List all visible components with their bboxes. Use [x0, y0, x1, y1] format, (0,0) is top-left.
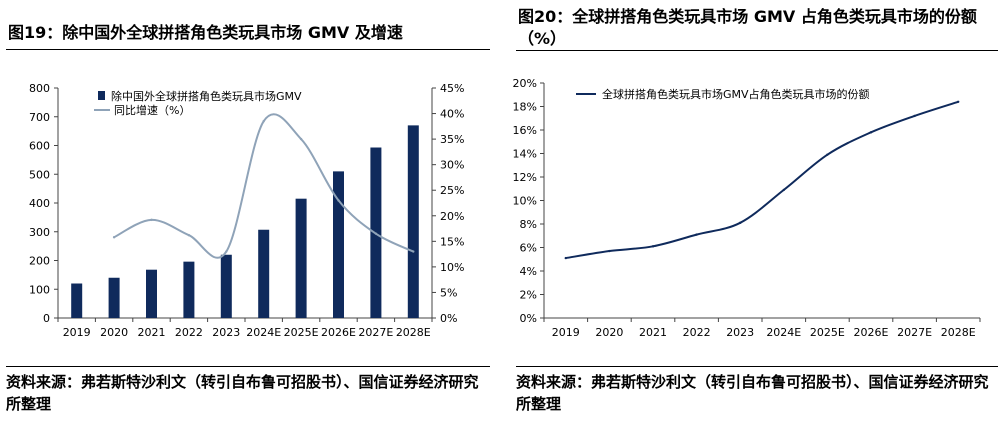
right-y-tick-label: 25% — [440, 184, 464, 197]
left-y-tick-label: 0 — [43, 312, 50, 325]
left-figure-title: 图19：除中国外全球拼搭角色类玩具市场 GMV 及增速 — [8, 23, 403, 42]
right-source-note: 资料来源：弗若斯特沙利文（转引自布鲁可招股书）、国信证券经济研究所整理 — [516, 373, 989, 413]
x-tick-label: 2025E — [284, 326, 319, 339]
right-bottom-rule — [516, 366, 998, 367]
growth-rate-point — [412, 250, 415, 253]
growth-rate-point — [374, 232, 378, 235]
x-tick-label: 2019 — [552, 326, 580, 339]
right-y-tick-label: 35% — [440, 133, 464, 146]
y-tick-label: 0% — [520, 312, 537, 325]
share-point — [651, 245, 655, 248]
growth-rate-point — [112, 236, 116, 239]
y-tick-label: 4% — [520, 265, 537, 278]
growth-rate-point — [225, 250, 228, 253]
x-tick-label: 2021 — [138, 326, 166, 339]
x-tick-label: 2028E — [941, 326, 976, 339]
legend-label-growth: 同比增速（%） — [114, 103, 190, 117]
x-tick-label: 2023 — [726, 326, 754, 339]
growth-rate-point — [299, 137, 303, 141]
left-y-tick-label: 600 — [29, 140, 50, 153]
x-tick-label: 2022 — [175, 326, 203, 339]
left-y-tick-label: 400 — [29, 197, 50, 210]
legend-label-share: 全球拼搭角色类玩具市场GMV占角色类玩具市场的份额 — [602, 87, 870, 101]
share-point — [869, 131, 873, 134]
x-tick-label: 2022 — [683, 326, 711, 339]
x-tick-label: 2021 — [639, 326, 667, 339]
growth-rate-point — [150, 218, 153, 222]
left-y-tick-label: 300 — [29, 226, 50, 239]
x-tick-label: 2026E — [321, 326, 356, 339]
share-point — [782, 188, 785, 192]
y-tick-label: 10% — [513, 195, 537, 208]
y-tick-label: 8% — [520, 218, 537, 231]
growth-rate-point — [262, 120, 265, 123]
right-figure-title: 图20：全球拼搭角色类玩具市场 GMV 占角色类玩具市场的份额（%） — [518, 7, 977, 48]
y-tick-label: 20% — [513, 77, 537, 90]
left-chart: 0 100 200 300 400 500 600 700 800 0% 5% 10% 15% 20% 25… — [29, 82, 464, 339]
gmv-bar — [220, 254, 232, 318]
right-chart: 0% 2% 4% 6% 8% 10% 12% 14% 16% 18% 20% 2019 2020 2021… — [513, 77, 981, 339]
left-y-tick-label: 200 — [29, 255, 50, 268]
x-tick-label: 2020 — [595, 326, 623, 339]
x-tick-label: 2028E — [396, 326, 431, 339]
gmv-bar — [71, 283, 83, 318]
right-figure-panel: 图20：全球拼搭角色类玩具市场 GMV 占角色类玩具市场的份额（%） 0% 2% 4… — [510, 0, 1001, 432]
y-tick-label: 16% — [513, 124, 537, 137]
growth-rate-point — [337, 199, 340, 202]
share-point — [739, 221, 742, 225]
growth-rate-point — [187, 234, 191, 237]
left-source-note: 资料来源：弗若斯特沙利文（转引自布鲁可招股书）、国信证券经济研究所整理 — [6, 373, 479, 413]
share-point — [564, 256, 567, 260]
gmv-bar — [183, 261, 195, 318]
legend-swatch-gmv — [98, 91, 105, 100]
gmv-bar — [258, 229, 270, 318]
y-tick-label: 2% — [520, 289, 537, 302]
gmv-bar — [295, 198, 307, 318]
share-point — [608, 249, 611, 253]
left-title-rule — [6, 49, 490, 50]
right-y-tick-label: 40% — [440, 108, 464, 121]
right-y-tick-label: 20% — [440, 210, 464, 223]
gmv-bar — [146, 269, 157, 318]
y-tick-label: 18% — [513, 101, 537, 114]
y-tick-label: 6% — [520, 242, 537, 255]
left-y-tick-label: 100 — [29, 283, 50, 296]
share-point — [913, 114, 916, 118]
y-tick-label: 14% — [513, 148, 537, 161]
left-figure-panel: 图19：除中国外全球拼搭角色类玩具市场 GMV 及增速 0 100 200 300 40… — [0, 0, 492, 432]
x-tick-label: 2023 — [212, 326, 240, 339]
x-tick-label: 2027E — [358, 326, 393, 339]
gmv-bar — [407, 125, 419, 318]
left-y-tick-label: 500 — [29, 168, 50, 181]
x-tick-label: 2024E — [766, 326, 801, 339]
right-title-rule — [516, 50, 998, 51]
share-point — [826, 153, 829, 156]
left-y-tick-label: 800 — [29, 82, 50, 95]
y-tick-label: 12% — [513, 171, 537, 184]
x-tick-label: 2027E — [897, 326, 932, 339]
share-point — [695, 233, 698, 236]
left-y-tick-label: 700 — [29, 111, 50, 124]
gmv-bar — [333, 171, 344, 318]
growth-rate-line — [113, 113, 414, 259]
x-tick-label: 2024E — [246, 326, 281, 339]
legend-label-gmv: 除中国外全球拼搭角色类玩具市场GMV — [111, 89, 302, 103]
right-y-tick-label: 30% — [440, 159, 464, 172]
right-y-tick-label: 0% — [440, 312, 457, 325]
right-y-tick-label: 10% — [440, 261, 464, 274]
gmv-bar — [108, 277, 120, 318]
share-point — [957, 100, 960, 103]
right-y-tick-label: 15% — [440, 235, 464, 248]
right-y-tick-label: 5% — [440, 286, 457, 299]
x-tick-label: 2026E — [854, 326, 889, 339]
left-bottom-rule — [6, 366, 490, 367]
right-y-tick-label: 45% — [440, 82, 464, 95]
x-tick-label: 2019 — [63, 326, 91, 339]
share-line — [565, 100, 959, 260]
x-tick-label: 2025E — [810, 326, 845, 339]
x-tick-label: 2020 — [100, 326, 128, 339]
